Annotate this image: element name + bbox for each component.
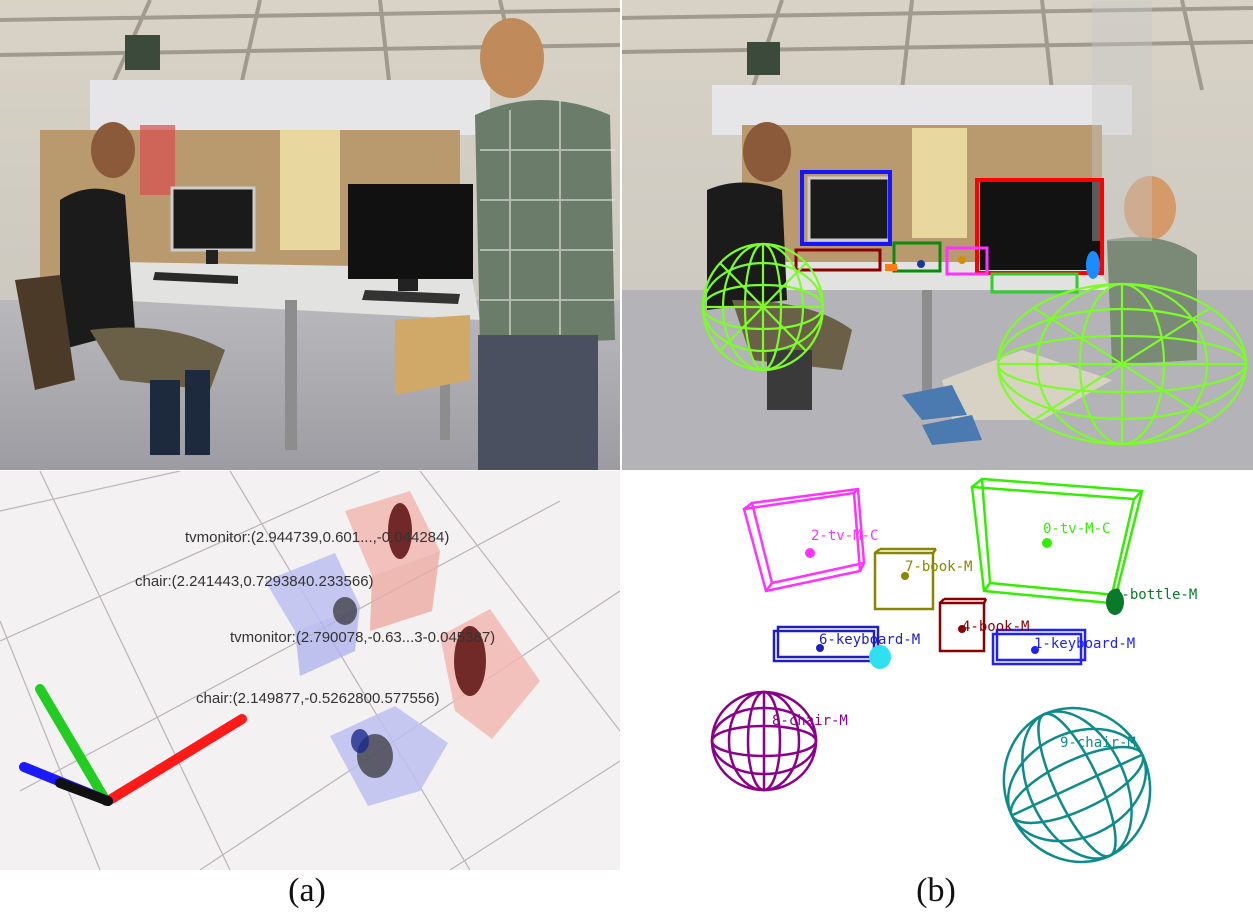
wire-box-book-4 bbox=[938, 597, 988, 653]
photo-b-detection-overlay bbox=[622, 0, 1253, 470]
label-chair-9: 9-chair-M bbox=[1060, 735, 1136, 751]
viz-b-object-map: 2-tv-M-C 0-tv-M-C 7-book-M 3-bottle-M 4-… bbox=[622, 471, 1253, 870]
label-keyboard-1: 1-keyboard-M bbox=[1034, 636, 1136, 652]
axis-x bbox=[103, 714, 247, 806]
wire-box-keyboard-6 bbox=[772, 625, 880, 663]
wire-box-tv-2 bbox=[742, 487, 866, 593]
label-book-4: 4-book-M bbox=[962, 619, 1030, 635]
label-chair-2: chair:(2.149877,-0.5262800.577556) bbox=[196, 690, 440, 707]
bbox-book-green bbox=[892, 241, 942, 273]
wireframe-ellipsoid-right bbox=[996, 282, 1248, 446]
label-chair-1: chair:(2.241443,0.7293840.233566) bbox=[135, 573, 374, 590]
wire-box-book-7 bbox=[873, 547, 937, 611]
bbox-tv-blue bbox=[800, 170, 892, 246]
label-tv-2: 2-tv-M-C bbox=[811, 528, 879, 544]
axis-y bbox=[35, 684, 111, 806]
caption-a: (a) bbox=[288, 872, 326, 909]
wire-ellipsoid-chair-9 bbox=[1002, 706, 1152, 864]
label-tv-0: 0-tv-M-C bbox=[1043, 521, 1111, 537]
label-keyboard-6: 6-keyboard-M bbox=[819, 632, 921, 648]
wire-sphere-chair-8 bbox=[710, 690, 818, 792]
bbox-keyboard-red bbox=[794, 248, 882, 272]
label-chair-8: 8-chair-M bbox=[772, 713, 848, 729]
label-bottle: 3-bottle-M bbox=[1113, 587, 1198, 603]
label-tvmonitor-1: tvmonitor:(2.944739,0.601...,-0.044284) bbox=[185, 529, 450, 546]
viz-a-3d-map: tvmonitor:(2.944739,0.601...,-0.044284) … bbox=[0, 471, 620, 870]
wire-box-tv-0 bbox=[970, 477, 1144, 605]
wireframe-ellipsoid-left bbox=[701, 242, 825, 372]
bbox-keyboard-green bbox=[990, 272, 1079, 294]
photo-a-office-scene bbox=[0, 0, 620, 470]
wire-box-keyboard-1 bbox=[991, 628, 1087, 666]
bottle-marker bbox=[1106, 589, 1124, 615]
bbox-book-magenta bbox=[945, 246, 989, 276]
caption-b: (b) bbox=[916, 872, 956, 909]
label-book-7: 7-book-M bbox=[905, 559, 973, 575]
label-tvmonitor-2: tvmonitor:(2.790078,-0.63...3-0.045387) bbox=[230, 629, 496, 646]
